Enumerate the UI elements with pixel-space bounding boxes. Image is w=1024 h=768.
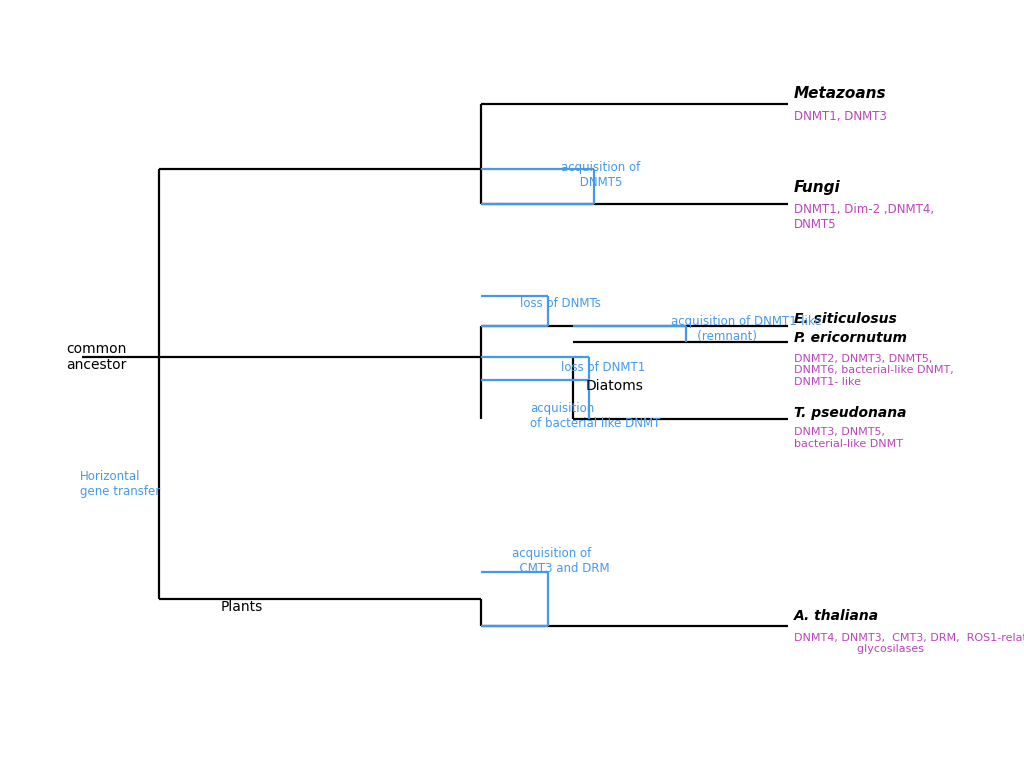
Text: DNMT2, DNMT3, DNMT5,
DNMT6, bacterial-like DNMT,
DNMT1- like: DNMT2, DNMT3, DNMT5, DNMT6, bacterial-li… — [794, 353, 953, 387]
Text: common
ancestor: common ancestor — [67, 342, 127, 372]
Text: DNMT4, DNMT3,  CMT3, DRM,  ROS1-related
                  glycosilases: DNMT4, DNMT3, CMT3, DRM, ROS1-related gl… — [794, 633, 1024, 654]
Text: P. ericornutum: P. ericornutum — [794, 331, 906, 345]
Text: acquisition of DNMT1-like
       (remnant): acquisition of DNMT1-like (remnant) — [671, 315, 821, 343]
Text: E. siticulosus: E. siticulosus — [794, 312, 896, 326]
Text: loss of DNMT1: loss of DNMT1 — [561, 361, 645, 373]
Text: Diatoms: Diatoms — [586, 379, 644, 392]
Text: DNMT1, DNMT3: DNMT1, DNMT3 — [794, 111, 887, 123]
Text: DNMT3, DNMT5,
bacterial-like DNMT: DNMT3, DNMT5, bacterial-like DNMT — [794, 427, 902, 449]
Text: Horizontal
gene transfer: Horizontal gene transfer — [80, 470, 160, 498]
Text: acquisition of
  CMT3 and DRM: acquisition of CMT3 and DRM — [512, 547, 609, 574]
Text: acquisition
of bacterial like DNMT: acquisition of bacterial like DNMT — [530, 402, 660, 430]
Text: loss of DNMTs: loss of DNMTs — [520, 297, 601, 310]
Text: T. pseudonana: T. pseudonana — [794, 406, 906, 420]
Text: Plants: Plants — [220, 600, 262, 614]
Text: DNMT1, Dim-2 ,DNMT4,
DNMT5: DNMT1, Dim-2 ,DNMT4, DNMT5 — [794, 203, 934, 230]
Text: acquisition of
     DNMT5: acquisition of DNMT5 — [561, 161, 640, 189]
Text: A. thaliana: A. thaliana — [794, 609, 879, 623]
Text: Metazoans: Metazoans — [794, 86, 886, 101]
Text: Fungi: Fungi — [794, 180, 841, 195]
